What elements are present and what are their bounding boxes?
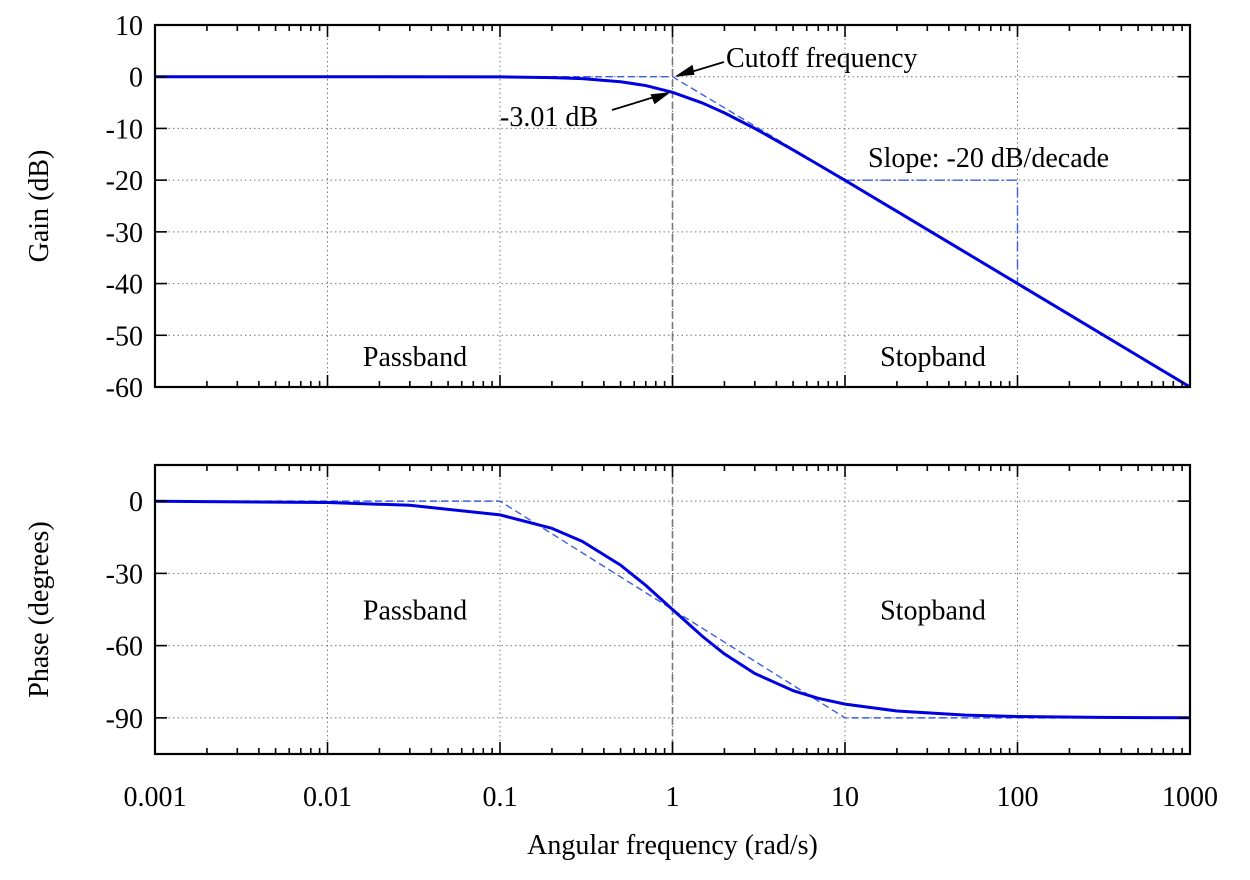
response-curve bbox=[154, 499, 1191, 720]
y-tick-label: 0 bbox=[129, 63, 143, 94]
stopband-label: Stopband bbox=[880, 596, 986, 627]
y-tick-label: 10 bbox=[115, 11, 143, 42]
y-tick-label: -30 bbox=[106, 218, 143, 249]
cutoff-frequency-label: Cutoff frequency bbox=[726, 43, 918, 74]
response-curve bbox=[155, 75, 1191, 389]
y-tick-label: 0 bbox=[129, 487, 143, 518]
x-axis-title: Angular frequency (rad/s) bbox=[527, 830, 818, 861]
x-tick-label: 1 bbox=[666, 782, 680, 813]
x-tick-label: 1000 bbox=[1162, 782, 1218, 813]
frame-layer bbox=[153, 23, 1192, 756]
x-tick-label: 0.01 bbox=[303, 782, 352, 813]
passband-label: Passband bbox=[363, 596, 467, 627]
y-axis-title: Phase (degrees) bbox=[24, 521, 55, 697]
y-tick-label: -40 bbox=[106, 270, 143, 301]
minus3db-arrow-head bbox=[650, 92, 671, 105]
y-tick-label: -60 bbox=[106, 632, 143, 663]
y-tick-label: -20 bbox=[106, 166, 143, 197]
x-tick-label: 0.1 bbox=[483, 782, 518, 813]
slope-indicator-line bbox=[845, 179, 1019, 284]
passband-label: Passband bbox=[363, 342, 467, 373]
y-tick-label: -60 bbox=[106, 373, 143, 404]
y-tick-label: -30 bbox=[106, 559, 143, 590]
x-tick-label: 0.001 bbox=[124, 782, 187, 813]
grid-layer bbox=[155, 25, 1190, 754]
x-tick-label: 10 bbox=[831, 782, 859, 813]
cutoff-arrow-head bbox=[674, 64, 695, 77]
y-tick-label: -10 bbox=[106, 114, 143, 145]
series-layer bbox=[154, 75, 1191, 720]
slope-label: Slope: -20 dB/decade bbox=[868, 143, 1109, 174]
y-tick-label: -90 bbox=[106, 704, 143, 735]
y-tick-label: -50 bbox=[106, 321, 143, 352]
stopband-label: Stopband bbox=[880, 342, 986, 373]
minus3db-label: -3.01 dB bbox=[500, 102, 598, 133]
y-axis-title: Gain (dB) bbox=[24, 150, 55, 263]
x-tick-label: 100 bbox=[997, 782, 1039, 813]
